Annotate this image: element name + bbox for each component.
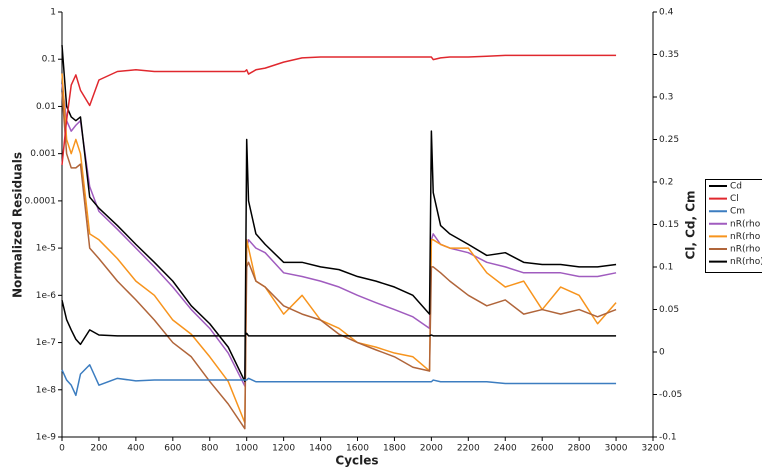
series-line [61, 73, 617, 424]
x-tick-label: 600 [164, 444, 181, 454]
y2-tick-label: 0.4 [659, 8, 674, 18]
y2-tick-label: -0.05 [659, 390, 682, 400]
x-tick-label: 2800 [568, 444, 591, 454]
legend-box [705, 179, 762, 273]
x-tick-label: 200 [90, 444, 107, 454]
x-tick-label: 1600 [346, 444, 369, 454]
x-tick-label: 1800 [383, 444, 406, 454]
y2-tick-label: 0.25 [659, 135, 679, 145]
y-tick-label: 0.1 [42, 55, 56, 65]
y2-tick-label: 0.2 [659, 178, 673, 188]
y2-tick-label: 0.3 [659, 93, 673, 103]
y2-tick-label: 0.35 [659, 50, 679, 60]
y2-tick-label: 0.1 [659, 263, 673, 273]
legend-label: Cl [730, 194, 739, 204]
legend-label: Cd [730, 182, 742, 192]
legend-label: Cm [730, 207, 745, 217]
x-axis-label: Cycles [335, 454, 378, 468]
legend-label: nR(rho v [730, 245, 762, 255]
x-tick-label: 1200 [272, 444, 295, 454]
y-tick-label: 1e-6 [36, 291, 57, 301]
y2-tick-label: 0.15 [659, 220, 679, 230]
y2-tick-label: -0.1 [659, 433, 677, 443]
x-tick-label: 800 [201, 444, 218, 454]
y-tick-label: 0.0001 [25, 196, 57, 206]
y-tick-label: 0.01 [36, 102, 56, 112]
x-tick-label: 0 [59, 444, 65, 454]
y-tick-label: 1e-8 [36, 385, 57, 395]
x-tick-label: 2000 [420, 444, 443, 454]
x-tick-label: 1400 [309, 444, 332, 454]
series-line [61, 299, 617, 346]
y2-axis-label: Cl, Cd, Cm [684, 190, 698, 259]
x-tick-label: 2200 [457, 444, 480, 454]
y-tick-label: 0.001 [30, 149, 56, 159]
y-tick-label: 1 [50, 8, 56, 18]
legend-label: nR(rho e [730, 219, 762, 229]
x-tick-label: 3000 [605, 444, 628, 454]
x-tick-label: 1000 [235, 444, 258, 454]
y-tick-label: 1e-7 [36, 338, 56, 348]
y2-tick-label: 0.05 [659, 305, 679, 315]
x-tick-label: 400 [127, 444, 144, 454]
y-tick-label: 1e-5 [36, 244, 56, 254]
x-tick-label: 2400 [494, 444, 517, 454]
series-line [61, 364, 617, 397]
series-line [61, 92, 617, 430]
x-tick-label: 3200 [642, 444, 665, 454]
series-line [61, 54, 617, 166]
y-axis-label: Normalized Residuals [11, 152, 25, 298]
legend-label: nR(rho u [730, 232, 762, 242]
series-line [61, 83, 617, 387]
x-tick-label: 2600 [531, 444, 554, 454]
y2-tick-label: 0 [659, 348, 665, 358]
series-line [61, 44, 617, 383]
y-tick-label: 1e-9 [36, 433, 57, 443]
legend-label: nR(rho) [730, 257, 762, 267]
